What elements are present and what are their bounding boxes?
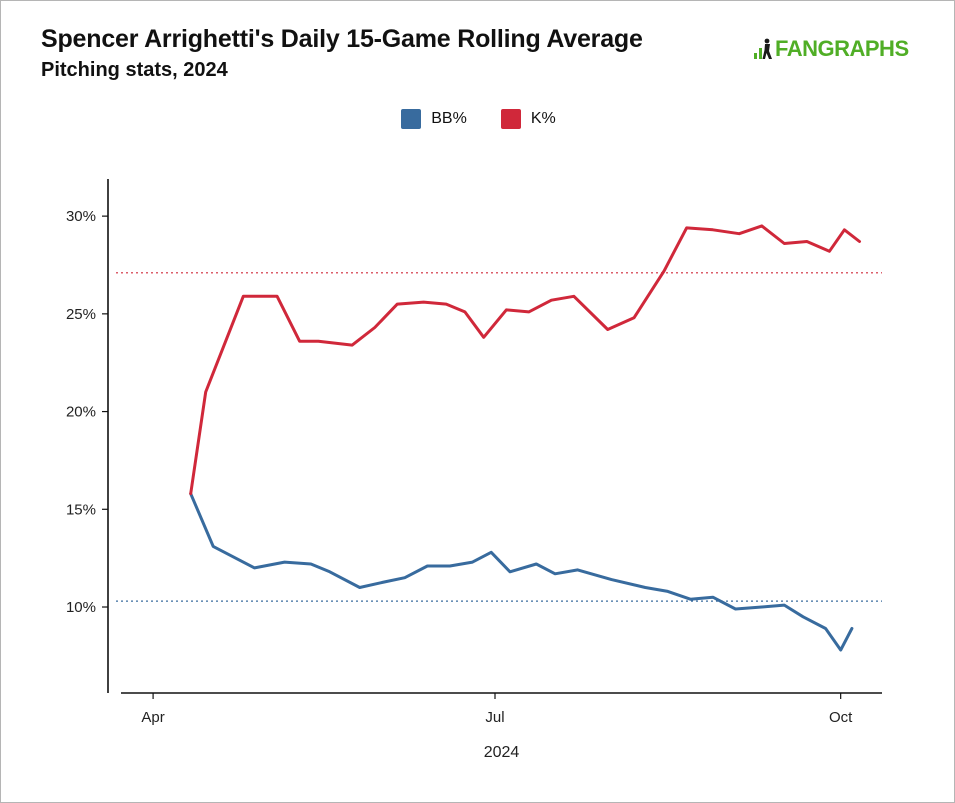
series-line-k — [189, 224, 861, 496]
fangraphs-logo-text: FANGRAPHS — [775, 36, 909, 61]
fangraphs-logo-icon — [753, 37, 773, 61]
y-tick-label: 25% — [66, 306, 96, 323]
legend-item-k: K% — [500, 109, 556, 129]
y-tick-label: 10% — [66, 599, 96, 616]
legend-item-bb: BB% — [401, 109, 467, 129]
chart-legend: BB% K% — [1, 109, 955, 129]
legend-label-k: K% — [530, 110, 556, 127]
chart-title: Spencer Arrighetti's Daily 15-Game Rolli… — [41, 25, 643, 53]
series-line-bb — [189, 492, 854, 652]
legend-label-bb: BB% — [431, 110, 467, 127]
chart-subtitle: Pitching stats, 2024 — [41, 59, 228, 81]
legend-swatch-k — [500, 109, 521, 129]
y-tick-label: 30% — [66, 208, 96, 225]
x-tick-label: Jul — [485, 709, 504, 726]
legend-swatch-bb — [401, 109, 422, 129]
x-axis-title: 2024 — [484, 744, 520, 761]
fangraphs-logo: FANGRAPHS — [753, 35, 909, 63]
y-tick-label: 15% — [66, 501, 96, 518]
x-tick-label: Apr — [141, 709, 164, 726]
x-tick-label: Oct — [829, 709, 853, 726]
y-tick-label: 20% — [66, 404, 96, 421]
